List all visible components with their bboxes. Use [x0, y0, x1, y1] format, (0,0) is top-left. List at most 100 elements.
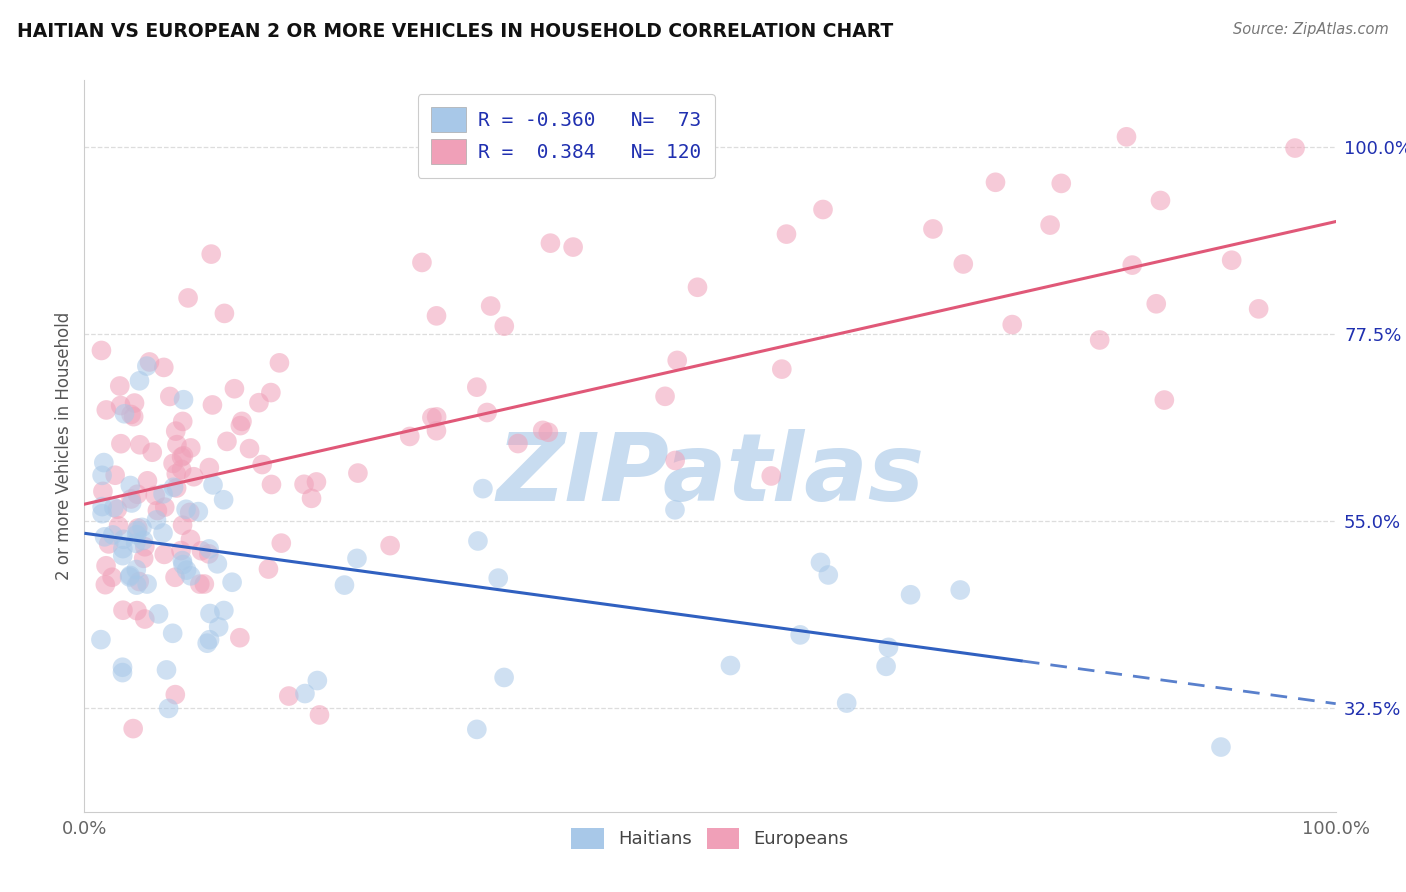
Point: [111, 541, 134, 556]
Point: [494, 670, 516, 684]
Point: [664, 503, 686, 517]
Point: [811, 202, 834, 217]
Point: [479, 299, 502, 313]
Point: [506, 436, 529, 450]
Point: [90, 632, 112, 647]
Point: [91, 500, 114, 514]
Point: [93, 530, 115, 544]
Point: [136, 474, 159, 488]
Point: [166, 481, 188, 495]
Point: [250, 458, 273, 472]
Point: [127, 521, 149, 535]
Point: [810, 556, 832, 570]
Point: [686, 280, 709, 294]
Point: [486, 571, 509, 585]
Point: [198, 547, 221, 561]
Point: [270, 536, 292, 550]
Point: [426, 409, 449, 424]
Point: [193, 577, 215, 591]
Point: [333, 578, 356, 592]
Point: [538, 236, 561, 251]
Point: [537, 425, 560, 440]
Point: [108, 379, 131, 393]
Point: [198, 541, 221, 556]
Point: [118, 570, 141, 584]
Point: [174, 502, 197, 516]
Point: [125, 524, 148, 538]
Point: [531, 423, 554, 437]
Point: [111, 660, 134, 674]
Point: [125, 604, 148, 618]
Point: [146, 503, 169, 517]
Point: [105, 502, 128, 516]
Point: [93, 456, 115, 470]
Point: [922, 222, 945, 236]
Point: [190, 543, 212, 558]
Point: [257, 562, 280, 576]
Point: [120, 491, 142, 506]
Point: [1153, 392, 1175, 407]
Point: [789, 628, 811, 642]
Point: [107, 519, 129, 533]
Point: [1001, 318, 1024, 332]
Point: [91, 507, 114, 521]
Text: HAITIAN VS EUROPEAN 2 OR MORE VEHICLES IN HOUSEHOLD CORRELATION CHART: HAITIAN VS EUROPEAN 2 OR MORE VEHICLES I…: [17, 22, 893, 41]
Point: [103, 500, 125, 515]
Point: [467, 533, 489, 548]
Point: [952, 257, 974, 271]
Point: [260, 477, 283, 491]
Point: [122, 409, 145, 424]
Point: [305, 475, 328, 489]
Point: [170, 462, 193, 476]
Point: [177, 291, 200, 305]
Point: [425, 424, 447, 438]
Point: [114, 407, 136, 421]
Point: [172, 553, 194, 567]
Point: [1050, 177, 1073, 191]
Point: [134, 540, 156, 554]
Point: [229, 418, 252, 433]
Point: [1284, 141, 1306, 155]
Point: [111, 603, 134, 617]
Point: [378, 539, 401, 553]
Point: [666, 353, 689, 368]
Point: [202, 478, 225, 492]
Point: [215, 434, 238, 449]
Point: [1209, 739, 1232, 754]
Point: [277, 689, 299, 703]
Point: [153, 500, 176, 515]
Point: [1088, 333, 1111, 347]
Point: [877, 640, 900, 655]
Point: [104, 468, 127, 483]
Text: Source: ZipAtlas.com: Source: ZipAtlas.com: [1233, 22, 1389, 37]
Point: [159, 389, 181, 403]
Point: [183, 469, 205, 483]
Legend: Haitians, Europeans: Haitians, Europeans: [562, 819, 858, 857]
Point: [125, 578, 148, 592]
Point: [207, 557, 229, 571]
Point: [125, 562, 148, 576]
Point: [471, 482, 494, 496]
Point: [229, 631, 252, 645]
Point: [1247, 301, 1270, 316]
Point: [900, 588, 922, 602]
Point: [157, 701, 180, 715]
Point: [153, 548, 176, 562]
Point: [214, 306, 236, 320]
Point: [110, 436, 132, 450]
Point: [949, 582, 972, 597]
Point: [141, 445, 163, 459]
Point: [172, 558, 194, 572]
Point: [654, 389, 676, 403]
Point: [212, 492, 235, 507]
Point: [195, 636, 218, 650]
Point: [165, 467, 187, 481]
Point: [775, 227, 797, 241]
Point: [110, 399, 132, 413]
Point: [131, 520, 153, 534]
Y-axis label: 2 or more Vehicles in Household: 2 or more Vehicles in Household: [55, 312, 73, 580]
Point: [346, 551, 368, 566]
Point: [179, 505, 201, 519]
Point: [984, 175, 1007, 189]
Point: [96, 403, 118, 417]
